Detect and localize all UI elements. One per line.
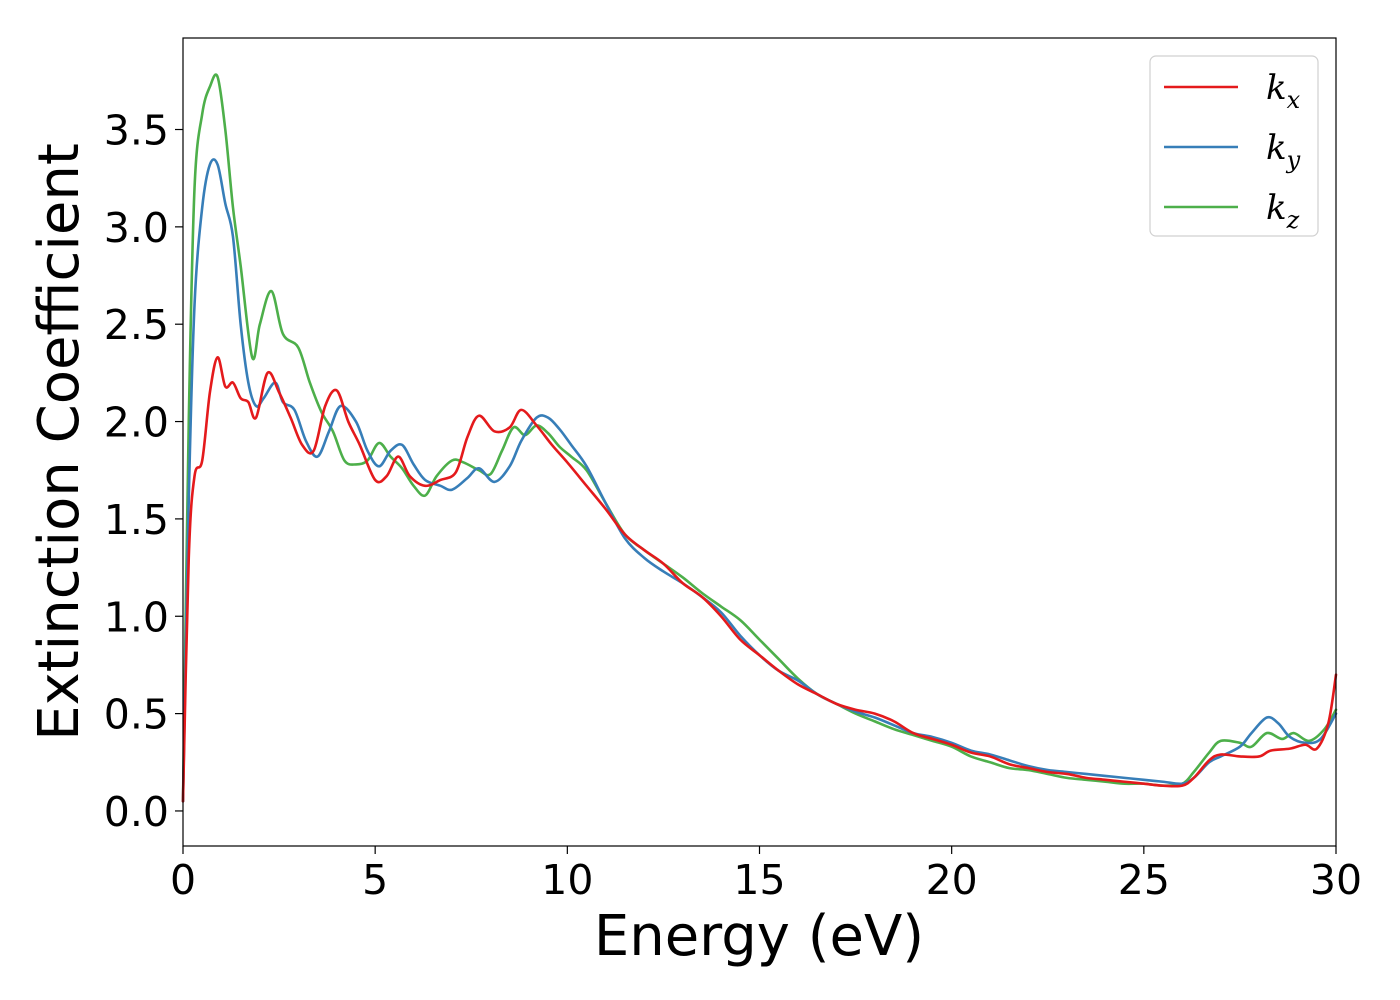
x-tick-label: 25 — [1118, 856, 1170, 904]
y-axis: 0.0 0.5 1.0 1.5 2.0 2.5 3.0 3.5 — [104, 107, 183, 836]
y-tick-label: 3.5 — [104, 107, 169, 155]
y-tick-label: 1.5 — [104, 496, 169, 544]
legend-label-x: kx — [1266, 68, 1301, 114]
x-tick-label: 0 — [170, 856, 196, 904]
x-tick-label: 5 — [362, 856, 388, 904]
y-tick-label: 0.5 — [104, 691, 169, 739]
series-layer — [181, 73, 1338, 803]
y-tick-label: 2.5 — [104, 301, 169, 349]
series-line-x — [181, 356, 1338, 803]
y-axis-title: Extinction Coefficient — [27, 143, 92, 741]
y-tick-label: 1.0 — [104, 593, 169, 641]
legend-label-y: ky — [1266, 128, 1301, 174]
y-tick-label: 0.0 — [104, 788, 169, 836]
legend: kx ky kz — [1149, 55, 1319, 237]
y-tick-label: 2.0 — [104, 399, 169, 447]
x-tick-label: 30 — [1310, 856, 1362, 904]
x-tick-label: 20 — [926, 856, 978, 904]
x-axis-title: Energy (eV) — [594, 904, 924, 969]
legend-label-z: kz — [1266, 188, 1300, 234]
x-tick-label: 15 — [733, 856, 785, 904]
y-tick-label: 3.0 — [104, 204, 169, 252]
x-axis: 0 5 10 15 20 25 30 — [170, 846, 1362, 904]
x-tick-label: 10 — [541, 856, 593, 904]
plot-area — [183, 38, 1336, 846]
